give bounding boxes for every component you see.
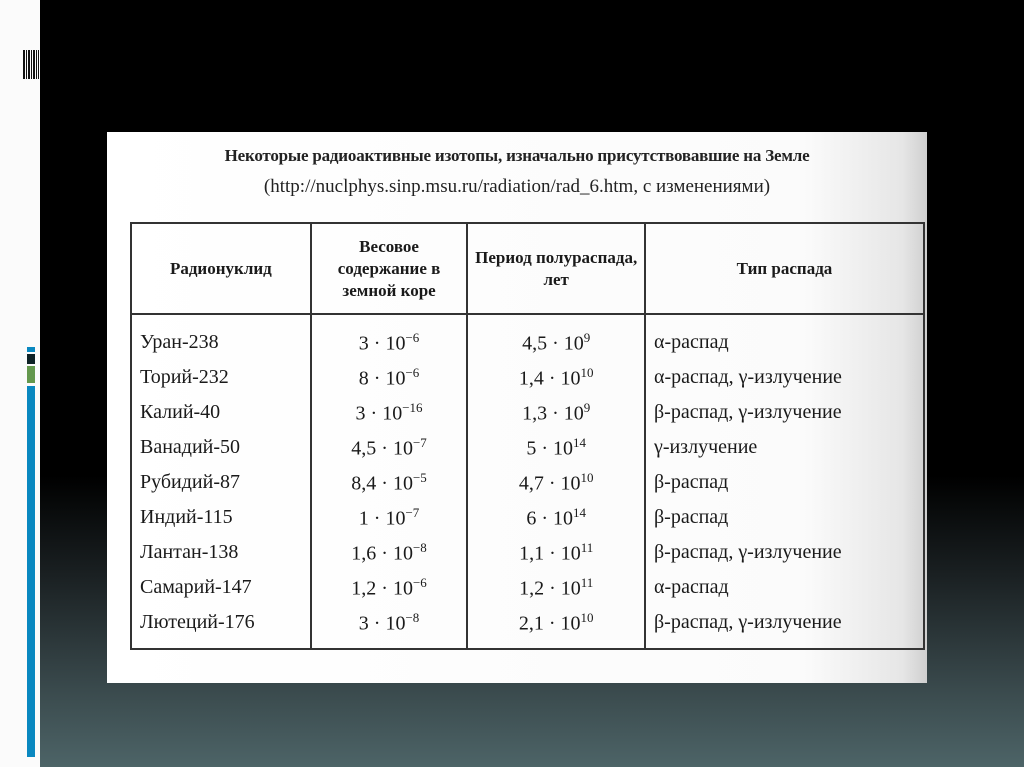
table-row: Лантан-138 1,6 · 10−8 1,1 · 1011 β-распад, …: [130, 535, 926, 570]
content-base: 1,6 · 10: [351, 542, 413, 565]
content-exponent: −6: [405, 364, 420, 380]
half-life-exponent: 10: [580, 364, 594, 380]
cell-decay-type: β-распад, γ-излучение: [643, 535, 926, 570]
half-life-exponent: 9: [583, 399, 591, 415]
content-exponent: −7: [412, 434, 427, 450]
header-nuclide: Радионуклид: [130, 222, 312, 315]
cell-nuclide: Калий-40: [130, 395, 312, 430]
content-base: 1 · 10: [358, 507, 406, 530]
isotope-table: Радионуклид Весовое содержание в земной …: [130, 222, 926, 650]
cell-nuclide: Самарий-147: [130, 570, 312, 605]
cell-nuclide: Рубидий-87: [130, 465, 312, 500]
header-decay-type: Тип распада: [643, 222, 926, 315]
cell-half-life: 1,4 · 1010: [466, 360, 646, 395]
accent-bar-blue-small: [27, 347, 35, 352]
content-base: 8 · 10: [358, 367, 406, 390]
cell-nuclide: Индий-115: [130, 500, 312, 535]
cell-nuclide: Торий-232: [130, 360, 312, 395]
cell-half-life: 4,5 · 109: [466, 314, 646, 360]
cell-decay-type: β-распад: [643, 500, 926, 535]
half-life-exponent: 14: [573, 434, 587, 450]
cell-content: 1,6 · 10−8: [309, 535, 469, 570]
cell-content: 8 · 10−6: [309, 360, 469, 395]
table-row: Ванадий-50 4,5 · 10−7 5 · 1014 γ-излучение: [130, 430, 926, 465]
content-base: 3 · 10: [355, 402, 403, 425]
half-life-base: 1,2 · 10: [519, 577, 581, 600]
half-life-base: 6 · 10: [526, 507, 574, 530]
half-life-exponent: 9: [583, 329, 591, 345]
content-exponent: −5: [412, 469, 427, 485]
half-life-base: 1,1 · 10: [519, 542, 581, 565]
content-base: 1,2 · 10: [351, 577, 413, 600]
content-exponent: −8: [412, 539, 427, 555]
content-base: 3 · 10: [358, 612, 406, 635]
cell-decay-type: β-распад, γ-излучение: [643, 605, 926, 650]
accent-bar-green: [27, 366, 35, 383]
header-content: Весовое содержание в земной коре: [309, 222, 469, 315]
cell-half-life: 5 · 1014: [466, 430, 646, 465]
cell-content: 1,2 · 10−6: [309, 570, 469, 605]
table-row: Торий-232 8 · 10−6 1,4 · 1010 α-распад, γ-и…: [130, 360, 926, 395]
half-life-base: 1,3 · 10: [522, 402, 584, 425]
cell-decay-type: α-распад: [643, 570, 926, 605]
table-row: Калий-40 3 · 10−16 1,3 · 109 β-распад, γ-из…: [130, 395, 926, 430]
cell-half-life: 6 · 1014: [466, 500, 646, 535]
table-row: Уран-238 3 · 10−6 4,5 · 109 α-распад: [130, 314, 926, 360]
cell-nuclide: Лютеций-176: [130, 605, 312, 650]
content-exponent: −8: [405, 609, 420, 625]
half-life-exponent: 10: [580, 469, 594, 485]
cell-decay-type: β-распад, γ-излучение: [643, 395, 926, 430]
half-life-exponent: 14: [573, 504, 587, 520]
cell-content: 1 · 10−7: [309, 500, 469, 535]
header-half-life: Период полураспада, лет: [466, 222, 646, 315]
cell-decay-type: β-распад: [643, 465, 926, 500]
content-exponent: −7: [405, 504, 420, 520]
cell-half-life: 1,1 · 1011: [466, 535, 646, 570]
cell-content: 3 · 10−16: [309, 395, 469, 430]
half-life-base: 2,1 · 10: [518, 612, 581, 635]
cell-decay-type: γ-излучение: [643, 430, 926, 465]
barcode-decoration: [23, 50, 39, 79]
cell-content: 3 · 10−8: [309, 605, 469, 650]
cell-decay-type: α-распад, γ-излучение: [643, 360, 926, 395]
cell-nuclide: Лантан-138: [130, 535, 312, 570]
cell-half-life: 1,2 · 1011: [466, 570, 646, 605]
content-base: 3 · 10: [358, 332, 406, 355]
cell-content: 3 · 10−6: [309, 314, 469, 360]
content-exponent: −16: [402, 399, 423, 415]
cell-content: 8,4 · 10−5: [309, 465, 469, 500]
cell-nuclide: Ванадий-50: [130, 430, 312, 465]
cell-half-life: 2,1 · 1010: [466, 605, 646, 650]
half-life-base: 5 · 10: [526, 437, 574, 460]
content-base: 4,5 · 10: [351, 437, 413, 460]
cell-content: 4,5 · 10−7: [309, 430, 469, 465]
content-exponent: −6: [412, 574, 427, 590]
half-life-exponent: 10: [580, 609, 594, 625]
cell-decay-type: α-распад: [643, 314, 926, 360]
scanned-table-image: Некоторые радиоактивные изотопы, изначал…: [107, 132, 927, 683]
half-life-base: 4,5 · 10: [522, 332, 584, 355]
table-row: Лютеций-176 3 · 10−8 2,1 · 1010 β-распад, γ…: [130, 605, 926, 650]
half-life-base: 4,7 · 10: [518, 472, 581, 495]
content-exponent: −6: [405, 329, 420, 345]
table-source: (http://nuclphys.sinp.msu.ru/radiation/r…: [263, 176, 771, 197]
table-row: Самарий-147 1,2 · 10−6 1,2 · 1011 α-распад: [130, 570, 926, 605]
half-life-exponent: 11: [580, 539, 594, 555]
table-title: Некоторые радиоактивные изотопы, изначал…: [224, 146, 810, 165]
table-row: Индий-115 1 · 10−7 6 · 1014 β-распад: [130, 500, 926, 535]
cell-half-life: 4,7 · 1010: [466, 465, 646, 500]
half-life-exponent: 11: [580, 574, 594, 590]
accent-bar-blue: [27, 386, 35, 757]
cell-nuclide: Уран-238: [130, 314, 312, 360]
content-base: 8,4 · 10: [351, 472, 413, 495]
table-row: Рубидий-87 8,4 · 10−5 4,7 · 1010 β-распад: [130, 465, 926, 500]
cell-half-life: 1,3 · 109: [466, 395, 646, 430]
half-life-base: 1,4 · 10: [518, 367, 581, 390]
accent-bar-dark: [27, 354, 35, 364]
